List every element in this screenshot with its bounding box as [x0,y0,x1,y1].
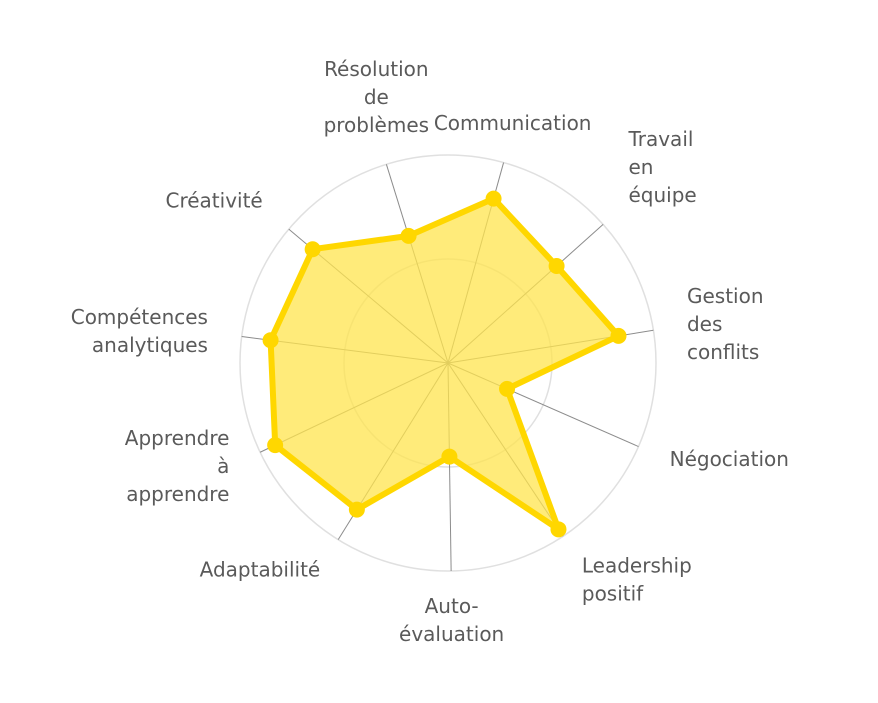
data-point[interactable] [548,258,565,275]
axis-label-line: en [628,155,653,179]
axis-label-line: Compétences [71,305,208,329]
axis-label: Gestion des conflits [687,284,764,364]
axis-label-line: des [687,312,722,336]
axis-label-line: analytiques [92,333,208,357]
data-point[interactable] [400,227,417,244]
axis-label-line: conflits [687,340,759,364]
data-point[interactable] [610,327,627,344]
axis-label: Adaptabilité [200,558,321,582]
axis-label-line: Communication [434,111,592,135]
data-point[interactable] [485,190,502,207]
data-point[interactable] [348,501,365,518]
axis-label: Auto-évaluation [399,594,504,646]
axis-label-line: de [364,85,389,109]
axis-label-line: problèmes [324,113,429,137]
axis-label: Communication [434,111,592,135]
axis-label-line: Résolution [324,57,429,81]
axis-label: Apprendre à apprendre [125,426,230,506]
data-point[interactable] [550,521,567,538]
axis-label-line: à [217,454,229,478]
axis-label: Négociation [670,447,789,471]
axis-label-line: Adaptabilité [200,558,321,582]
axis-label-line: Apprendre [125,426,230,450]
series-area [267,195,622,533]
axis-label: Travail en équipe [627,127,696,207]
data-point[interactable] [441,448,458,465]
axis-label-line: Créativité [165,188,262,212]
label-layer: Communication Travail en équipe Gestion des co… [71,57,789,646]
axis-label-line: Gestion [687,284,764,308]
data-point[interactable] [267,437,284,454]
axis-label-line: évaluation [399,622,504,646]
axis-label-line: équipe [628,183,696,207]
axis-label-line: Négociation [670,447,789,471]
axis-label-line: apprendre [126,482,229,506]
axis-label-line: Leadership [582,554,692,578]
grid-ring-100 [239,154,657,572]
data-point[interactable] [304,241,321,258]
axis-label: Compétences analytiques [71,305,208,357]
axis-label-line: Travail [627,127,693,151]
axis-label: Leadership positif [582,554,692,606]
axis-label: Créativité [165,188,262,212]
axis-label-line: Auto- [425,594,479,618]
axis-label-line: positif [582,582,644,606]
data-point[interactable] [262,332,279,349]
series-layer [262,190,627,538]
data-point[interactable] [499,380,516,397]
axis-label: Résolution de problèmes [324,57,429,137]
